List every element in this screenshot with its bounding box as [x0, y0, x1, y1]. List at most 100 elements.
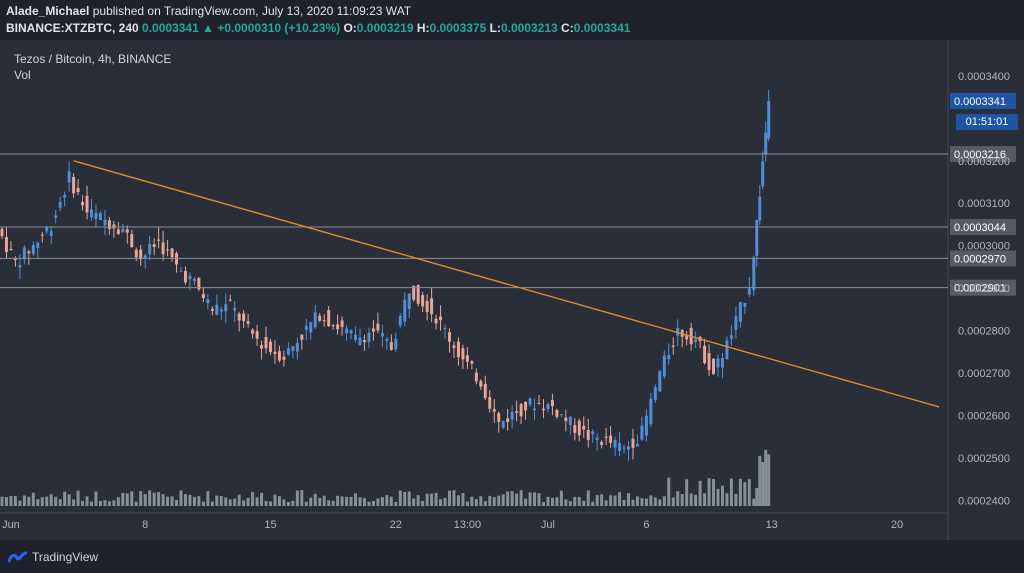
candle [430, 298, 434, 315]
volume-bar [260, 492, 264, 506]
volume-bar [497, 495, 501, 506]
candle [152, 244, 156, 247]
candle [546, 404, 550, 410]
volume-bar [197, 496, 201, 506]
volume-bar [277, 496, 281, 506]
volume-bar [743, 482, 747, 506]
volume-bar [22, 495, 26, 506]
volume-bar [107, 501, 111, 506]
candle [644, 415, 648, 436]
tradingview-brand[interactable]: TradingView [32, 550, 99, 564]
volume-bar [488, 495, 492, 506]
volume-bar [474, 499, 478, 506]
volume-bar [90, 501, 93, 506]
volume-bar [465, 501, 469, 506]
volume-bar [564, 499, 568, 506]
candle [573, 425, 577, 433]
volume-bar [604, 500, 608, 506]
volume-bar [0, 496, 4, 506]
candle [345, 328, 349, 334]
current-price-tag [950, 92, 1016, 109]
candle [219, 309, 223, 312]
candle [416, 284, 420, 304]
volume-bar [152, 492, 156, 506]
descending-trendline [73, 160, 940, 408]
volume-bar [635, 496, 639, 506]
x-tick-label: 13 [766, 519, 778, 531]
volume-bar [354, 493, 358, 506]
volume-bar [541, 501, 545, 506]
author-name[interactable]: Alade_Michael [6, 4, 90, 18]
candle [98, 213, 102, 220]
volume-bar [662, 496, 666, 506]
volume-bar [367, 501, 371, 506]
volume-bar [698, 480, 702, 506]
volume-bar [694, 494, 698, 506]
candle [242, 313, 246, 322]
candle [309, 322, 313, 333]
volume-bar [703, 493, 707, 506]
volume-bar [237, 494, 241, 506]
candle [501, 420, 505, 428]
candle [425, 300, 429, 313]
volume-bar [327, 500, 331, 506]
candle [322, 320, 326, 322]
volume-bar [506, 491, 510, 506]
candle [586, 429, 590, 440]
volume-legend[interactable]: Vol [14, 68, 31, 82]
y-tick-label: 0.0002700 [958, 368, 1010, 380]
volume-bar [640, 498, 644, 506]
volume-bar [273, 494, 277, 506]
candle [439, 316, 443, 321]
x-tick-label: 15 [264, 519, 276, 531]
candle [354, 334, 358, 340]
chart-legend-title[interactable]: Tezos / Bitcoin, 4h, BINANCE [14, 52, 172, 66]
candle [255, 331, 259, 339]
candle [380, 332, 384, 337]
volume-bar [170, 496, 174, 506]
candle [568, 416, 572, 425]
candle [340, 320, 344, 327]
bar-countdown: 01:51:01 [956, 114, 1018, 130]
volume-bar [143, 494, 147, 506]
volume-bar [148, 490, 152, 506]
candle [121, 229, 125, 233]
volume-bar [349, 496, 353, 506]
volume-bar [300, 490, 304, 506]
y-tick-label: 0.0003000 [958, 241, 1010, 253]
volume-bar [385, 495, 389, 506]
volume-bar [501, 494, 505, 506]
candle [461, 348, 465, 360]
candle [13, 258, 17, 261]
volume-bar [371, 500, 375, 506]
volume-bar [613, 495, 617, 506]
candle [712, 358, 716, 375]
tradingview-logo-icon[interactable] [8, 550, 28, 564]
candle [716, 358, 720, 368]
candle [85, 195, 89, 213]
price-chart[interactable]: 0.00032160.00030440.00029700.00029010.00… [0, 40, 1024, 540]
candle [206, 299, 210, 304]
price-level-tag [950, 279, 1016, 296]
candle [286, 348, 290, 355]
candle [371, 328, 375, 332]
candle [506, 418, 510, 423]
candle [465, 355, 469, 362]
candle [282, 356, 286, 360]
candle [157, 239, 161, 241]
candle [694, 339, 698, 343]
y-tick-label: 0.0003400 [958, 71, 1010, 83]
volume-bar [479, 496, 483, 506]
published-text: published on TradingView.com, July 13, 2… [92, 4, 412, 18]
candle [367, 332, 371, 342]
price-level-tag [950, 219, 1016, 236]
candle [600, 441, 604, 445]
candle [40, 234, 44, 236]
volume-bar [747, 479, 751, 506]
volume-bar [671, 497, 675, 506]
candle [492, 408, 496, 412]
candle [107, 220, 111, 229]
candle [510, 411, 514, 420]
volume-bar [577, 497, 581, 506]
candle [201, 293, 205, 299]
